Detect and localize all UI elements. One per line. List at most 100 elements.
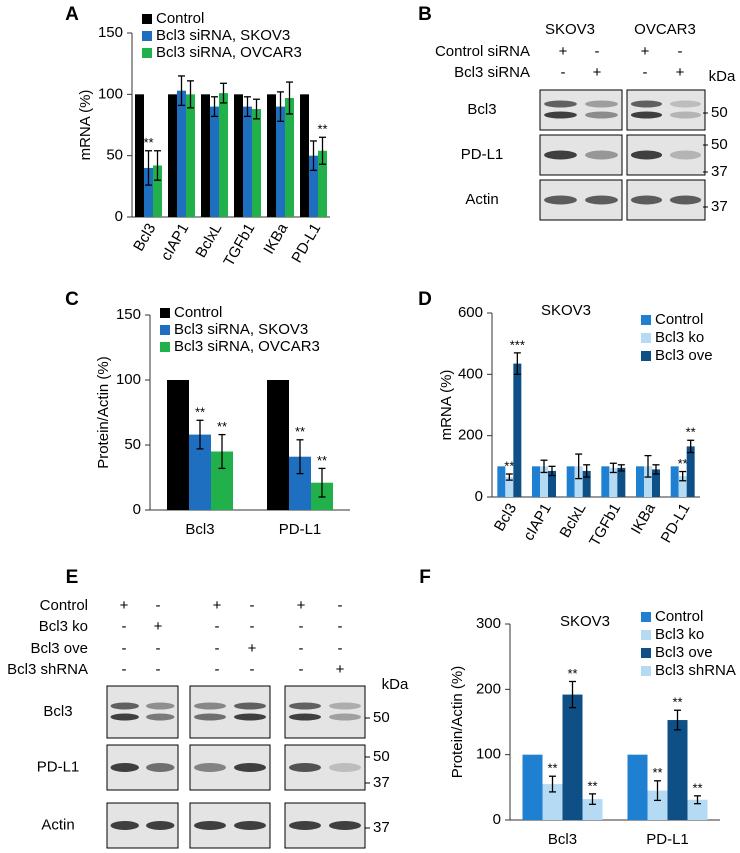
bar xyxy=(210,106,219,217)
panel-letter: E xyxy=(66,567,79,588)
condition-sign: - xyxy=(595,43,600,60)
error-bar xyxy=(548,465,556,477)
band xyxy=(630,111,663,119)
condition-sign: - xyxy=(299,640,304,657)
band xyxy=(194,702,226,710)
blot-box xyxy=(284,685,366,739)
marker-label: 37 xyxy=(711,163,728,180)
significance-label: ** xyxy=(686,425,696,440)
marker-label: 37 xyxy=(373,774,390,791)
bar xyxy=(267,94,276,217)
bar xyxy=(540,466,548,497)
significance-label: ** xyxy=(587,778,597,793)
condition-sign: + xyxy=(154,618,163,635)
x-tick-label: cIAP1 xyxy=(158,220,193,263)
error-bar xyxy=(220,82,227,104)
y-tick-label: 0 xyxy=(493,811,501,828)
band xyxy=(110,763,139,772)
blot-box xyxy=(626,89,706,131)
error-bar xyxy=(253,98,260,120)
chart-title: SKOV3 xyxy=(560,613,610,630)
band xyxy=(669,150,702,160)
condition-sign: - xyxy=(338,640,343,657)
condition-sign: + xyxy=(248,640,257,657)
error-bar xyxy=(286,81,293,115)
error-bar xyxy=(218,433,226,470)
bar xyxy=(652,469,660,497)
legend-label: Bcl3 siRNA, SKOV3 xyxy=(174,321,308,338)
bar xyxy=(318,150,327,217)
legend-swatch xyxy=(142,14,152,24)
error-bar xyxy=(296,439,304,475)
band xyxy=(544,150,577,160)
significance-label: ** xyxy=(195,405,205,420)
legend-swatch xyxy=(142,31,152,41)
condition-sign: - xyxy=(215,661,220,678)
condition-sign: - xyxy=(215,618,220,635)
bar xyxy=(167,380,189,510)
x-tick-label: Bcl3 xyxy=(185,521,214,538)
band xyxy=(110,821,139,830)
band xyxy=(146,821,175,830)
bar xyxy=(636,466,644,497)
error-bar xyxy=(319,136,326,165)
band xyxy=(146,763,175,772)
group-label: OVCAR3 xyxy=(634,21,696,38)
bar xyxy=(189,434,211,510)
condition-sign: - xyxy=(250,618,255,635)
y-tick-label: 600 xyxy=(458,304,483,321)
legend-label: Bcl3 siRNA, OVCAR3 xyxy=(156,44,302,61)
bar xyxy=(289,456,311,510)
error-bar xyxy=(145,150,152,186)
band-label: Actin xyxy=(41,816,74,833)
bar xyxy=(678,476,687,497)
band xyxy=(234,821,266,830)
bar xyxy=(582,470,591,497)
condition-sign: - xyxy=(299,618,304,635)
blot-box xyxy=(539,89,623,131)
band xyxy=(234,763,266,772)
y-axis-label: mRNA (%) xyxy=(77,90,94,161)
band xyxy=(630,195,663,205)
band xyxy=(544,195,577,205)
band xyxy=(630,150,663,160)
band xyxy=(544,100,577,108)
blot-box xyxy=(189,685,271,739)
chart-title: SKOV3 xyxy=(541,302,591,319)
x-tick-label: PD-L1 xyxy=(658,500,694,545)
bar xyxy=(243,106,252,217)
legend-swatch xyxy=(641,630,651,640)
condition-sign: + xyxy=(676,64,685,81)
band xyxy=(329,713,361,721)
error-bar xyxy=(310,140,317,172)
error-bar xyxy=(589,793,596,805)
band xyxy=(289,702,321,710)
x-tick-label: TGFb1 xyxy=(586,500,624,549)
condition-sign: - xyxy=(338,597,343,614)
blot-box xyxy=(106,685,179,739)
band xyxy=(329,821,361,830)
condition-sign: + xyxy=(297,597,306,614)
legend-label: Bcl3 ove xyxy=(655,347,713,364)
condition-sign: - xyxy=(156,597,161,614)
condition-label: Control xyxy=(40,597,88,614)
y-tick-label: 150 xyxy=(98,24,123,41)
bar xyxy=(234,94,243,217)
condition-label: Bcl3 siRNA xyxy=(454,64,530,81)
condition-sign: - xyxy=(338,618,343,635)
legend-label: Control xyxy=(655,311,703,328)
significance-label: ** xyxy=(678,456,688,471)
bar xyxy=(252,109,261,217)
legend-label: Control xyxy=(156,10,204,27)
band xyxy=(585,111,618,119)
legend-swatch xyxy=(160,342,170,352)
error-bar xyxy=(644,454,652,478)
x-tick-label: Bcl3 xyxy=(491,500,520,534)
band-label: Bcl3 xyxy=(43,703,72,720)
bar xyxy=(267,380,289,510)
x-tick-label: Bcl3 xyxy=(548,831,577,848)
x-tick-label: PD-L1 xyxy=(646,831,689,848)
condition-sign: - xyxy=(643,64,648,81)
band xyxy=(329,702,361,710)
